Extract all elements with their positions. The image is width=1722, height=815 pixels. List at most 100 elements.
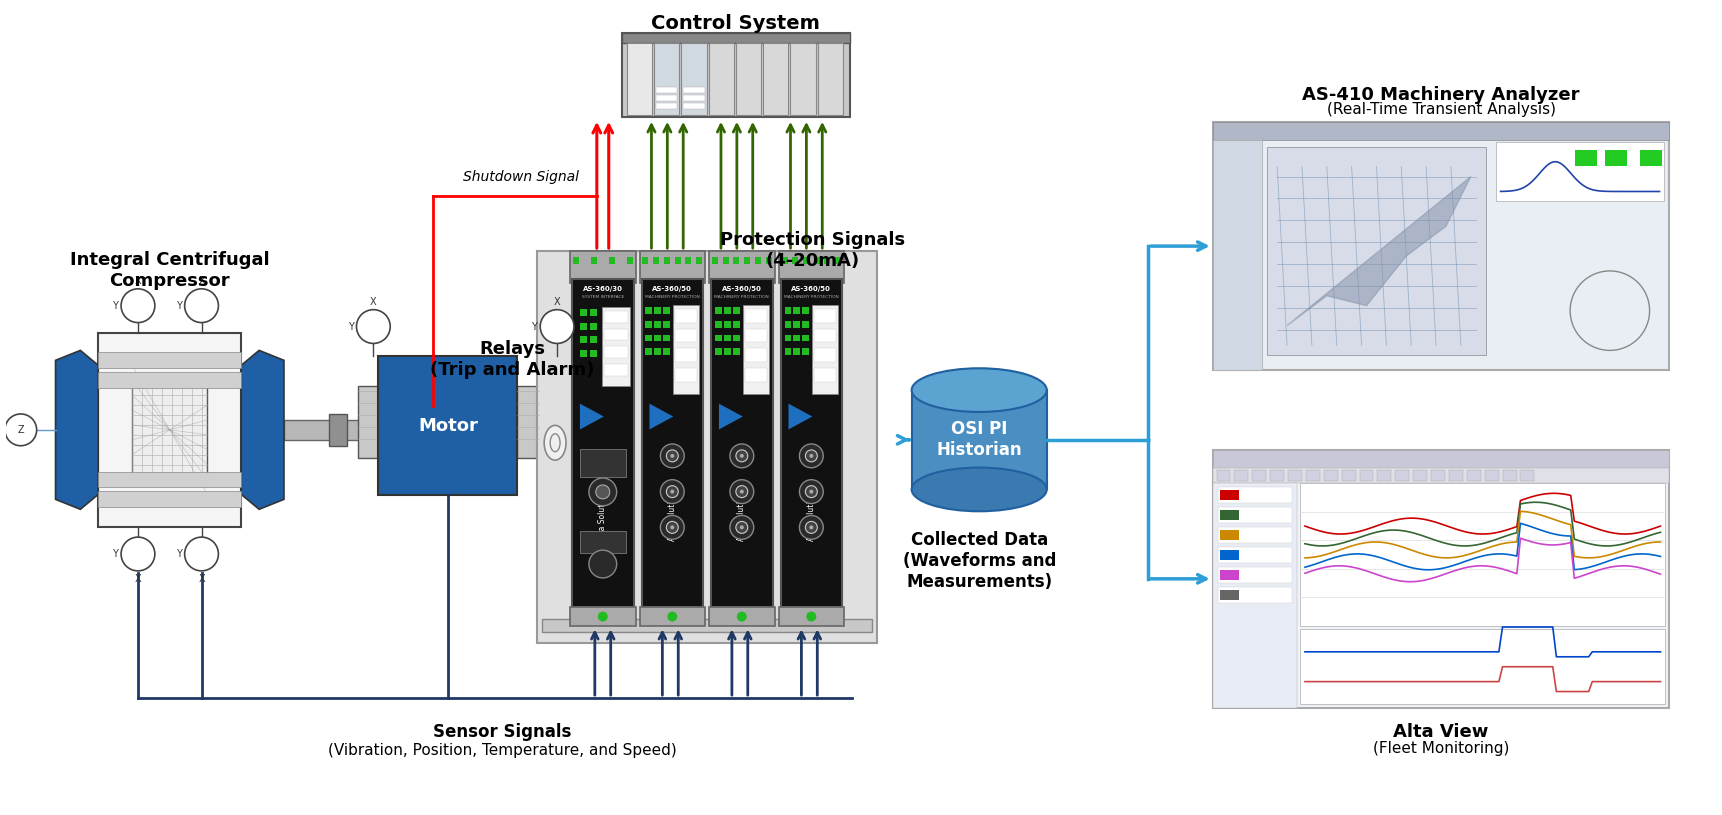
Bar [792,257,799,264]
Text: MACHINERY PROTECTION: MACHINERY PROTECTION [646,295,699,299]
Bar [723,334,730,341]
Bar [663,320,670,328]
Circle shape [809,490,813,494]
Circle shape [589,550,616,578]
Bar [1217,527,1292,543]
Bar [715,348,722,355]
Bar [742,305,768,394]
Bar [580,337,587,343]
Bar [709,251,775,283]
Circle shape [730,515,754,540]
Bar [1217,567,1292,583]
Bar [684,95,704,101]
Bar [1212,468,1669,483]
Bar [1467,469,1481,482]
Bar [591,337,598,343]
Ellipse shape [911,468,1047,511]
Bar [746,328,766,342]
Bar [802,334,809,341]
Bar [794,320,801,328]
Bar [413,414,430,446]
Bar [329,414,346,446]
Bar [815,257,820,264]
Bar [604,328,627,341]
Bar [627,42,653,115]
Bar [98,333,241,527]
Bar [715,320,722,328]
Bar [663,306,670,314]
Bar [1341,469,1355,482]
Bar [1576,150,1596,165]
Bar [684,87,704,93]
Bar [654,306,661,314]
Bar [542,619,871,632]
Circle shape [121,537,155,570]
Bar [766,257,771,264]
Bar [754,257,761,264]
Bar [622,33,851,42]
Bar [815,348,837,363]
Text: Control System: Control System [651,14,820,33]
Text: X: X [134,574,141,584]
Bar [98,372,241,388]
Text: Integral Centrifugal
Compressor: Integral Centrifugal Compressor [71,251,270,290]
Bar [711,279,773,606]
Bar [646,320,653,328]
Bar [1288,469,1302,482]
Bar [1217,507,1292,523]
Bar [825,257,830,264]
Text: Motor: Motor [418,417,477,435]
Bar [573,257,579,264]
Bar [654,320,661,328]
Bar [1267,147,1486,355]
Bar [284,420,379,440]
Bar [1212,450,1669,468]
Bar [580,309,587,315]
Bar [656,103,677,109]
Bar [734,306,740,314]
Bar [715,334,722,341]
Bar [818,42,844,115]
Text: Y: Y [176,301,181,311]
Bar [1300,629,1665,704]
Circle shape [668,611,677,622]
Bar [734,257,739,264]
Bar [1212,122,1669,370]
Circle shape [670,454,675,458]
Circle shape [740,454,744,458]
Bar [1503,469,1517,482]
Bar [802,306,809,314]
Circle shape [660,480,684,504]
Text: SYSTEM INTERFACE: SYSTEM INTERFACE [582,295,623,299]
Bar [1212,483,1297,708]
Bar [1378,469,1391,482]
Bar [591,323,598,329]
Bar [802,348,809,355]
Circle shape [806,450,818,462]
Text: OSI PI
Historian: OSI PI Historian [937,421,1021,459]
Polygon shape [720,403,742,430]
Bar [622,33,851,117]
Text: (Fleet Monitoring): (Fleet Monitoring) [1372,741,1508,756]
Bar [815,309,837,323]
Bar [1300,483,1665,625]
Circle shape [5,414,36,446]
Bar [785,334,792,341]
Circle shape [596,485,610,499]
Bar [813,305,839,394]
Bar [646,306,653,314]
Bar [1305,469,1319,482]
Bar [746,309,766,323]
Bar [1219,590,1240,600]
Text: X: X [370,297,377,306]
Bar [604,364,627,377]
Bar [1235,469,1248,482]
Bar [591,309,598,315]
Text: Protection Signals
(4-20mA): Protection Signals (4-20mA) [720,231,904,270]
Bar [133,375,207,484]
Circle shape [806,486,818,498]
Bar [723,320,730,328]
Bar [627,257,632,264]
Bar [1212,140,1262,370]
Bar [1217,587,1292,602]
